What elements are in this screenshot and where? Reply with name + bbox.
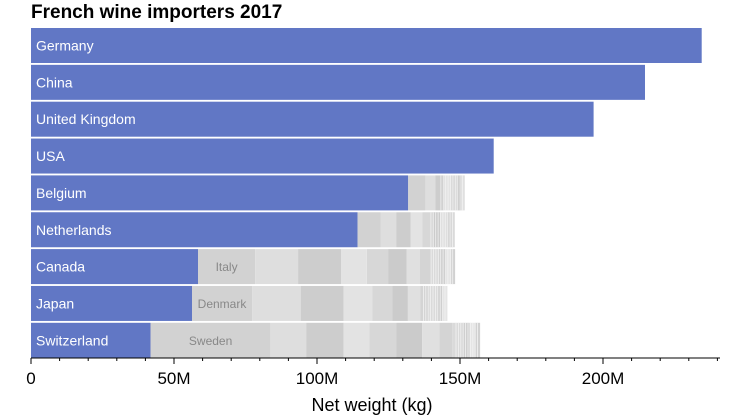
segment-belgium-4	[451, 175, 457, 211]
segment-belgium-3	[444, 175, 452, 211]
bar-united-kingdom	[31, 101, 594, 137]
segment-canada-10	[446, 249, 452, 285]
segment-canada-4	[366, 249, 389, 285]
bar-label-belgium: Belgium	[36, 185, 87, 201]
x-tick-label: 200M	[582, 369, 625, 388]
segment-japan-2	[300, 285, 344, 321]
segment-switzerland-6	[422, 322, 440, 358]
segment-label-denmark: Denmark	[198, 297, 248, 311]
bar-china	[31, 64, 645, 100]
x-tick-label: 0	[26, 369, 35, 388]
segment-switzerland-5	[396, 322, 423, 358]
segment-canada-3	[341, 249, 367, 285]
segment-canada-2	[298, 249, 341, 285]
bar-label-netherlands: Netherlands	[36, 222, 112, 238]
bar-label-china: China	[36, 74, 73, 90]
segment-belgium-5	[456, 175, 462, 211]
bar-germany	[31, 28, 702, 63]
segment-switzerland-4	[369, 322, 397, 358]
segment-netherlands-6	[440, 212, 447, 248]
segment-canada-0	[198, 249, 256, 285]
segment-belgium-2	[435, 175, 444, 211]
segment-japan-5	[392, 285, 408, 321]
bar-canada	[31, 249, 198, 285]
segment-switzerland-2	[306, 322, 344, 358]
bar-label-japan: Japan	[36, 295, 74, 311]
segment-japan-7	[420, 285, 430, 321]
segment-netherlands-8	[451, 212, 455, 248]
bar-label-usa: USA	[36, 148, 65, 164]
segment-netherlands-1	[380, 212, 397, 248]
bar-label-germany: Germany	[36, 38, 94, 54]
segment-belgium-1	[425, 175, 436, 211]
segment-switzerland-1	[270, 322, 307, 358]
segment-netherlands-3	[410, 212, 423, 248]
segment-belgium-0	[408, 175, 426, 211]
bar-switzerland	[31, 322, 151, 358]
bar-belgium	[31, 175, 409, 211]
bar-label-switzerland: Switzerland	[36, 332, 108, 348]
segment-japan-0	[192, 285, 253, 321]
bar-usa	[31, 138, 494, 174]
x-axis: 0 50M 100M 150M 200M	[26, 357, 720, 388]
segment-switzerland-7	[439, 322, 453, 358]
segment-netherlands-0	[357, 212, 381, 248]
x-tick-label: 50M	[157, 369, 190, 388]
segment-japan-8	[429, 285, 438, 321]
segment-canada-1	[255, 249, 299, 285]
bar-label-united-kingdom: United Kingdom	[36, 111, 136, 127]
segment-netherlands-4	[422, 212, 433, 248]
segment-switzerland-3	[343, 322, 370, 358]
segment-japan-3	[343, 285, 373, 321]
bars-layer	[31, 28, 702, 358]
segment-netherlands-7	[446, 212, 452, 248]
segment-japan-4	[372, 285, 393, 321]
segment-netherlands-2	[396, 212, 411, 248]
segment-label-sweden: Sweden	[189, 334, 232, 348]
segment-belgium-6	[461, 175, 465, 211]
segment-canada-5	[388, 249, 407, 285]
segment-japan-1	[252, 285, 301, 321]
bar-netherlands	[31, 212, 358, 248]
chart-title: French wine importers 2017	[31, 2, 283, 23]
labels-layer: Germany China United Kingdom USA Belgium Neth…	[36, 38, 247, 349]
segment-switzerland-0	[150, 322, 271, 358]
segment-netherlands-5	[432, 212, 441, 248]
bar-label-canada: Canada	[36, 259, 85, 275]
segment-switzerland-10	[469, 322, 476, 358]
segment-label-italy: Italy	[216, 260, 238, 274]
segment-canada-7	[419, 249, 431, 285]
x-tick-label: 100M	[296, 369, 339, 388]
segment-switzerland-8	[452, 322, 463, 358]
segment-japan-6	[407, 285, 421, 321]
x-tick-label: 150M	[439, 369, 482, 388]
x-axis-title: Net weight (kg)	[311, 395, 432, 415]
segment-canada-8	[430, 249, 440, 285]
bar-japan	[31, 285, 192, 321]
segment-canada-9	[439, 249, 446, 285]
segment-canada-6	[406, 249, 420, 285]
